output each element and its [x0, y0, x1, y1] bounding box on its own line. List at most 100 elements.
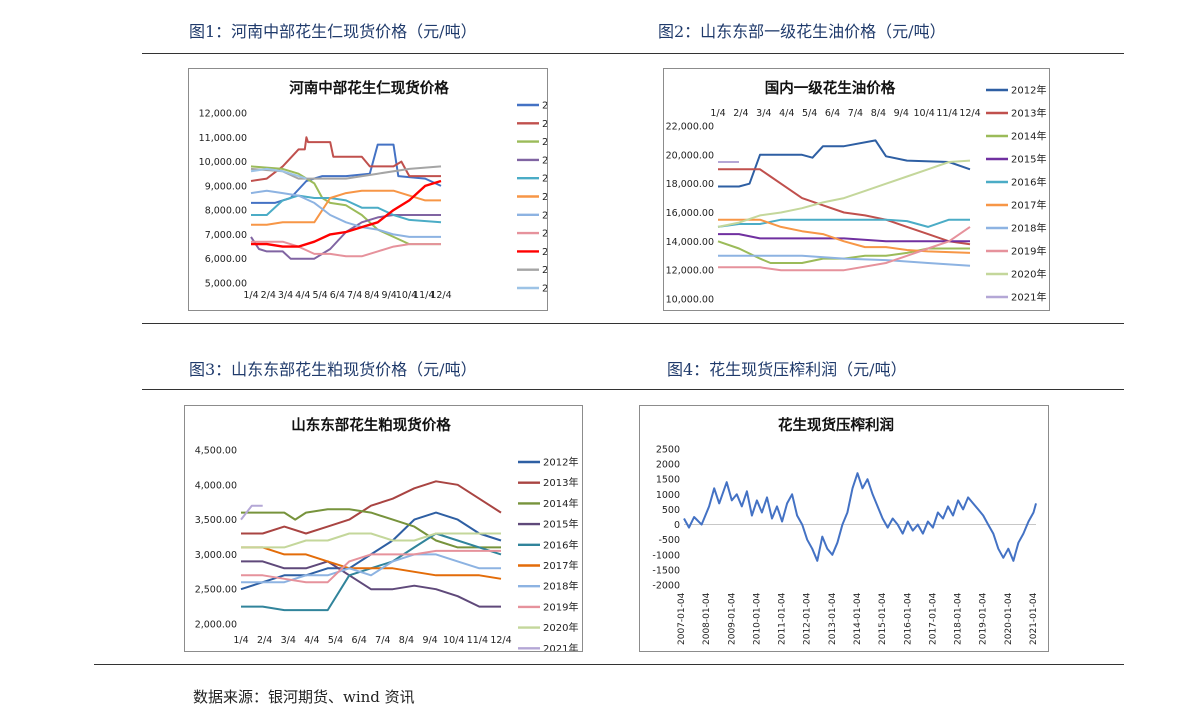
c4-xtick-label: 2011-01-04 [778, 592, 788, 645]
c3-legend-label: 2018年 [543, 580, 578, 593]
c4-xtick-label: 2020-01-04 [1004, 592, 1014, 645]
c1-xtick-label: 5/4 [312, 290, 327, 301]
c4-xtick-label: 2018-01-04 [954, 592, 964, 645]
c3-title: 山东东部花生粕现货价格 [291, 416, 451, 434]
c3-series-line [241, 532, 501, 549]
c1-series-line [251, 194, 442, 224]
c2-ytick-label: 12,000.00 [666, 266, 714, 277]
c1-legend-label: 2018年 [542, 227, 547, 240]
c3-legend-label: 2014年 [543, 497, 578, 510]
c1-xtick-label: 10/4 [396, 290, 417, 301]
c2-series-line [717, 240, 970, 264]
c2-legend-label: 2015年 [1011, 153, 1046, 166]
c4-ytick-label: 0 [674, 520, 680, 531]
c2-xtick-label: 9/4 [894, 108, 909, 119]
c1-series-line [251, 143, 442, 204]
c3-legend-label: 2021年 [543, 642, 578, 651]
c1-legend-label: 2021年 [542, 282, 547, 295]
c2-legend-label: 2016年 [1011, 176, 1046, 189]
c1-xtick-label: 12/4 [430, 290, 451, 301]
c1-xtick-label: 6/4 [330, 290, 345, 301]
figure4-caption: 图4：花生现货压榨利润（元/吨） [667, 360, 907, 379]
c1-xtick-label: 2/4 [261, 290, 276, 301]
c2-xtick-label: 2/4 [733, 108, 748, 119]
c2-legend-label: 2012年 [1011, 84, 1046, 97]
c3-ytick-label: 4,500.00 [195, 446, 237, 457]
c1-xtick-label: 7/4 [347, 290, 362, 301]
figure2-caption: 图2：山东东部一级花生油价格（元/吨） [658, 22, 946, 41]
c1-ytick-label: 11,000.00 [199, 133, 247, 144]
c3-legend-label: 2019年 [543, 600, 578, 613]
c1-series-line [251, 189, 441, 226]
c2-xtick-label: 8/4 [871, 108, 886, 119]
c3-series-line [241, 553, 501, 584]
c2-legend-label: 2020年 [1011, 268, 1046, 281]
c1-xtick-label: 1/4 [243, 290, 258, 301]
c1-xtick-label: 9/4 [382, 290, 397, 301]
c1-series-line [250, 189, 441, 238]
c3-ytick-label: 4,000.00 [195, 480, 237, 491]
c2-xtick-label: 11/4 [936, 108, 957, 119]
c3-series-line [241, 480, 502, 535]
c3-ytick-label: 3,500.00 [195, 515, 237, 526]
c4-ytick-label: 2500 [656, 445, 680, 456]
c3-ytick-label: 3,000.00 [195, 550, 237, 561]
c3-legend-label: 2013年 [543, 476, 578, 489]
c3-xtick-label: 4/4 [304, 635, 319, 646]
c2-legend-label: 2021年 [1011, 291, 1046, 304]
c3-xtick-label: 3/4 [281, 635, 296, 646]
c4-xtick-label: 2019-01-04 [979, 592, 989, 645]
c4-ytick-label: 2000 [656, 460, 680, 471]
c1-legend-label: 2014年 [542, 153, 547, 166]
c4-xtick-label: 2014-01-04 [853, 592, 863, 645]
chart1-panel: 河南中部花生仁现货价格 5,000.00 6,000.00 7,000.00 8,000… [188, 68, 548, 311]
c1-ytick-label: 6,000.00 [205, 254, 247, 265]
c4-xtick-label: 2017-01-04 [928, 592, 938, 645]
c1-legend-label: 2013年 [542, 135, 547, 148]
c2-series-line [718, 218, 971, 254]
c2-ytick-label: 16,000.00 [666, 208, 714, 219]
c3-legend-label: 2015年 [543, 518, 578, 531]
c4-xtick-label: 2013-01-04 [828, 592, 838, 645]
divider-middle-2 [142, 389, 1124, 390]
c3-xtick-label: 9/4 [422, 635, 437, 646]
c2-xtick-label: 7/4 [848, 108, 863, 119]
c4-xtick-label: 2021-01-04 [1029, 592, 1039, 645]
c3-series-line [241, 546, 502, 580]
c1-legend-label: 2016年 [542, 190, 547, 203]
c4-series-line [683, 472, 1037, 562]
c3-xtick-label: 2/4 [257, 635, 272, 646]
c3-series-line [241, 560, 501, 608]
c4-xtick-label: 2009-01-04 [727, 592, 737, 645]
c2-ytick-label: 14,000.00 [666, 237, 714, 248]
c1-ytick-label: 9,000.00 [205, 181, 247, 192]
divider-middle-1 [142, 323, 1124, 324]
c2-legend-label: 2017年 [1011, 199, 1046, 212]
c1-ytick-label: 8,000.00 [205, 206, 247, 217]
c4-ytick-label: -1500 [652, 565, 680, 576]
c2-title: 国内一级花生油价格 [765, 79, 896, 97]
c3-xtick-label: 7/4 [375, 635, 390, 646]
chart3-svg: 山东东部花生粕现货价格 2,000.00 2,500.00 3,000.00 3,500… [195, 416, 579, 651]
c1-xtick-label: 3/4 [278, 290, 293, 301]
chart4-panel: 花生现货压榨利润 -2000 -1500 -1000 -500 0 500 1000 1500 2… [639, 405, 1049, 652]
figure3-caption: 图3：山东东部花生粕现货价格（元/吨） [189, 360, 477, 379]
c3-series-line [241, 549, 501, 584]
c2-legend-label: 2014年 [1011, 130, 1046, 143]
c2-ytick-label: 10,000.00 [666, 295, 714, 306]
c4-ytick-label: -500 [658, 535, 680, 546]
c1-title: 河南中部花生仁现货价格 [289, 79, 449, 97]
source-note: 数据来源：银河期货、wind 资讯 [193, 688, 415, 706]
divider-bottom [94, 664, 1124, 665]
c1-series-line [251, 240, 441, 258]
c3-legend-label: 2016年 [543, 538, 578, 551]
c2-legend-label: 2013年 [1011, 107, 1046, 120]
c1-xtick-label: 8/4 [364, 290, 379, 301]
chart2-panel: 国内一级花生油价格 10,000.00 12,000.00 14,000.00 16,0… [663, 68, 1050, 311]
c1-ytick-label: 7,000.00 [205, 230, 247, 241]
c3-xtick-label: 6/4 [352, 635, 367, 646]
c4-xtick-label: 2010-01-04 [752, 592, 762, 645]
c3-legend-label: 2012年 [543, 456, 578, 469]
c1-ytick-label: 10,000.00 [199, 157, 247, 168]
c2-ytick-label: 22,000.00 [666, 122, 714, 133]
